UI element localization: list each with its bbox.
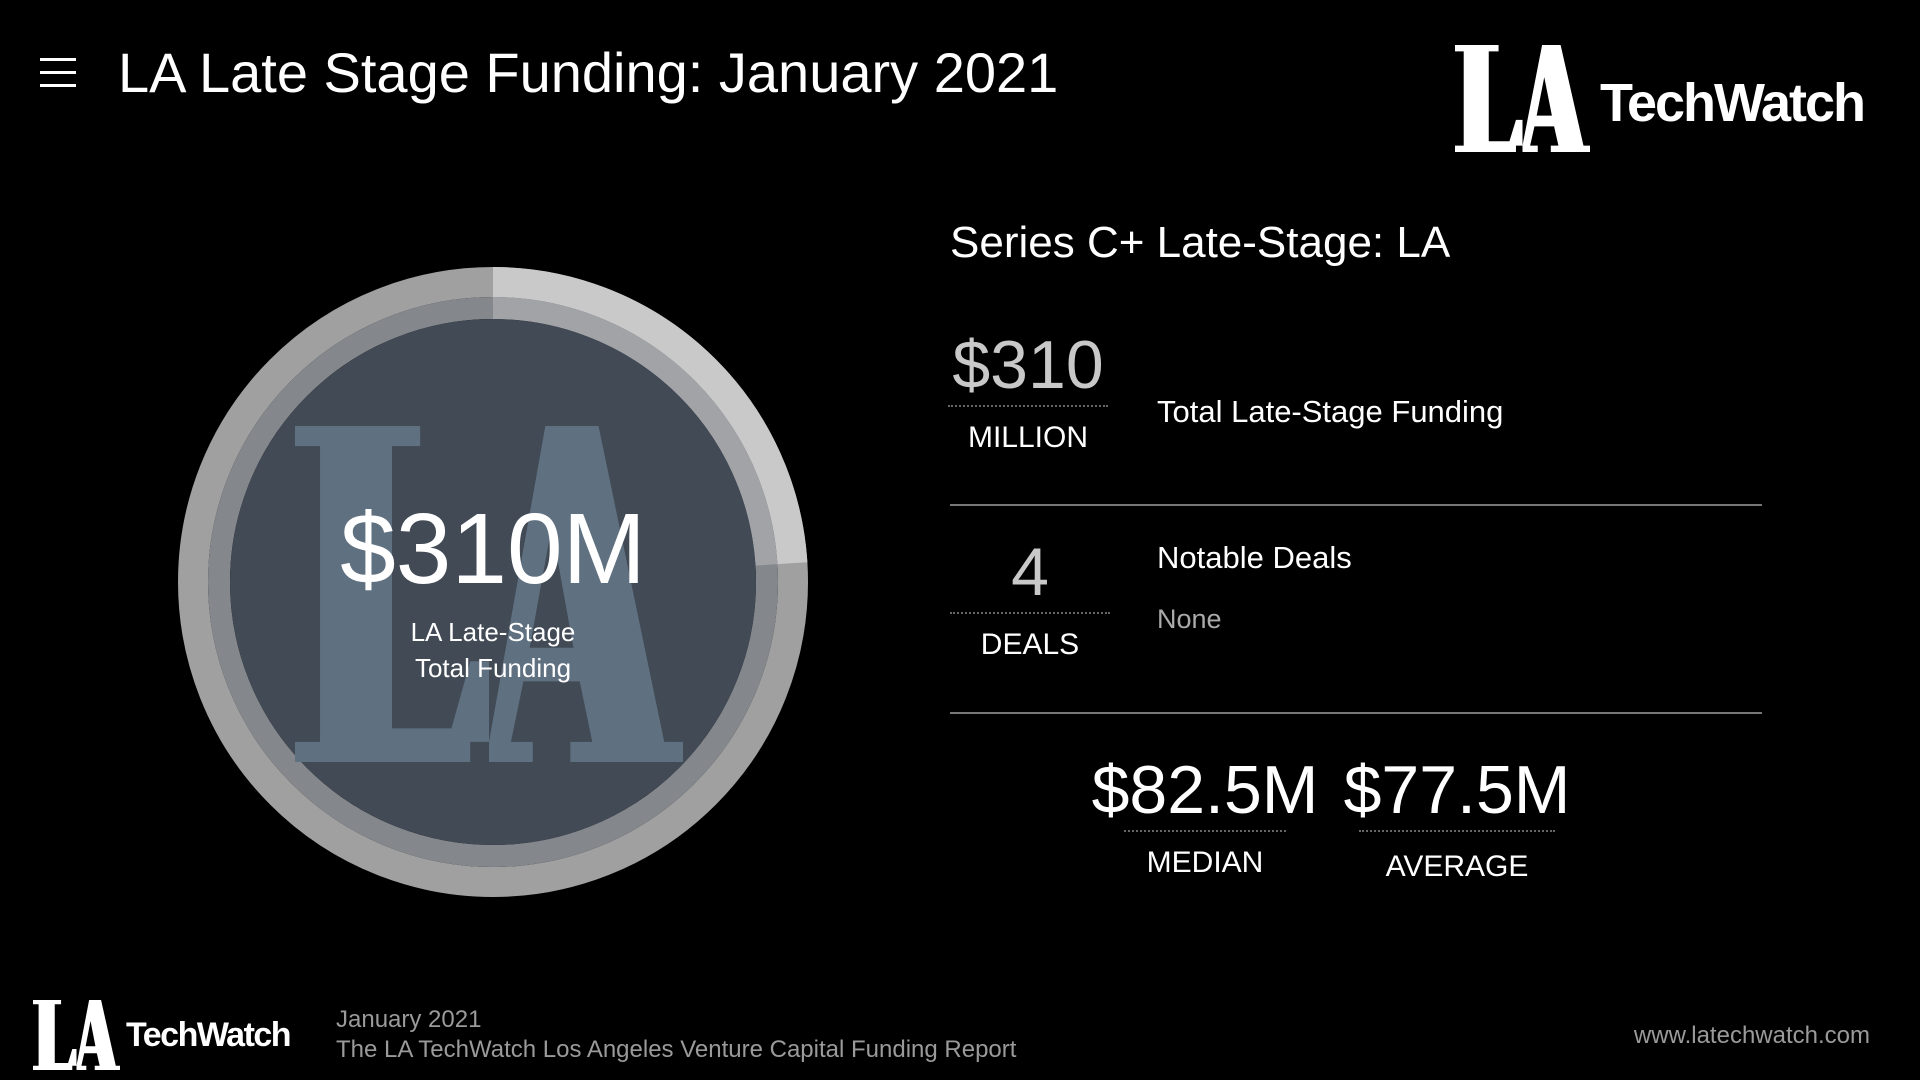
hamburger-icon bbox=[40, 58, 76, 87]
donut-label: LA Late-Stage Total Funding bbox=[178, 614, 808, 686]
outer-ring-highlight bbox=[178, 267, 808, 897]
footer-url-link[interactable]: www.latechwatch.com bbox=[1633, 1022, 1870, 1049]
deals-unit: DEALS bbox=[980, 628, 1080, 661]
footer-report-title: The LA TechWatch Los Angeles Venture Cap… bbox=[336, 1036, 1017, 1063]
median-label: MEDIAN bbox=[1146, 846, 1264, 879]
dotted-divider bbox=[1359, 830, 1555, 832]
average-label: AVERAGE bbox=[1385, 850, 1529, 883]
page-title: LA Late Stage Funding: January 2021 bbox=[118, 41, 1059, 104]
total-stat: $310 MILLION bbox=[945, 325, 1111, 455]
divider bbox=[950, 712, 1762, 714]
dotted-divider bbox=[950, 612, 1110, 614]
median-value: $82.5M bbox=[1091, 752, 1319, 828]
divider bbox=[950, 504, 1762, 506]
median-stat: $82.5M MEDIAN bbox=[1090, 750, 1320, 880]
total-unit: MILLION bbox=[967, 421, 1089, 454]
donut-label-line1: LA Late-Stage bbox=[410, 617, 576, 647]
notable-deals-value: None bbox=[1157, 604, 1222, 634]
section-title: Series C+ Late-Stage: LA bbox=[950, 218, 1451, 267]
dotted-divider bbox=[1124, 830, 1286, 832]
footer-logo-techwatch: TechWatch bbox=[126, 1016, 292, 1054]
dotted-divider bbox=[948, 405, 1108, 407]
footer-logo-la-mark bbox=[33, 1000, 120, 1070]
la-watermark bbox=[295, 426, 683, 762]
total-label: Total Late-Stage Funding bbox=[1157, 394, 1504, 429]
menu-button[interactable] bbox=[40, 58, 76, 92]
logo-techwatch: TechWatch bbox=[1600, 73, 1866, 133]
deals-value: 4 bbox=[1011, 534, 1049, 610]
inner-ring-highlight bbox=[208, 297, 778, 867]
notable-deals-label: Notable Deals bbox=[1157, 540, 1352, 575]
donut-value: $310M bbox=[340, 493, 646, 605]
funding-donut bbox=[178, 267, 808, 897]
footer-date: January 2021 bbox=[336, 1006, 482, 1033]
total-value: $310 bbox=[952, 327, 1104, 403]
logo-la-mark bbox=[1455, 45, 1590, 152]
average-value: $77.5M bbox=[1343, 752, 1571, 828]
deals-stat: 4 DEALS bbox=[947, 532, 1113, 662]
donut-label-line2: Total Funding bbox=[414, 653, 572, 683]
average-stat: $77.5M AVERAGE bbox=[1342, 750, 1572, 884]
